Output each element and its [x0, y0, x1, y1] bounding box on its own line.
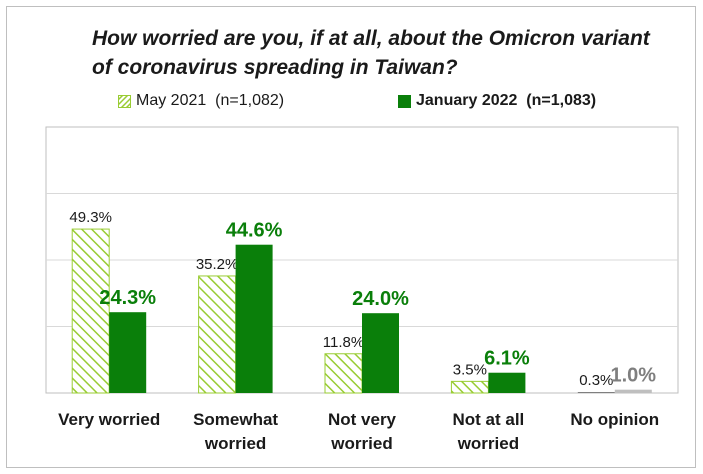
category-label: Not very	[328, 410, 397, 429]
data-label: 0.3%	[579, 372, 613, 389]
category-label: worried	[457, 434, 519, 453]
category-label: No opinion	[570, 410, 659, 429]
legend: May 2021 (n=1,082) January 2022 (n=1,083…	[0, 92, 703, 114]
bar-may-2021	[198, 275, 237, 394]
legend-swatch-solid	[398, 94, 411, 108]
bar-january-2022	[109, 312, 147, 393]
category-label: Not at all	[453, 410, 525, 429]
bar-january-2022	[235, 244, 273, 393]
bar-may-2021	[450, 380, 489, 394]
bar-may-2021	[71, 228, 110, 394]
legend-item-may-2021: May 2021 (n=1,082)	[118, 92, 284, 110]
legend-item-january-2022: January 2022 (n=1,083)	[398, 92, 596, 110]
data-label: 49.3%	[69, 209, 112, 226]
legend-swatch-hatched	[118, 94, 131, 108]
data-label: 11.8%	[323, 334, 364, 351]
legend-label-january-2022: January 2022 (n=1,083)	[416, 92, 597, 109]
data-label: 24.0%	[352, 288, 409, 310]
data-label: 1.0%	[611, 365, 657, 387]
bar-january-2022	[362, 313, 399, 393]
data-label: 6.1%	[484, 348, 530, 370]
bar-may-2021	[577, 392, 615, 393]
category-label: worried	[204, 434, 266, 453]
bar-january-2022	[488, 372, 526, 393]
bar-january-2022	[614, 389, 652, 393]
category-label: Very worried	[58, 410, 160, 429]
legend-label-may-2021: May 2021 (n=1,082)	[136, 92, 285, 109]
bar-may-2021	[324, 353, 363, 394]
data-label: 3.5%	[453, 361, 487, 378]
chart-title: How worried are you, if at all, about th…	[92, 27, 650, 79]
data-label: 35.2%	[196, 256, 239, 273]
data-label: 44.6%	[226, 220, 283, 242]
category-label: Somewhat	[193, 410, 278, 429]
data-label: 24.3%	[99, 287, 156, 309]
category-label: worried	[330, 434, 392, 453]
